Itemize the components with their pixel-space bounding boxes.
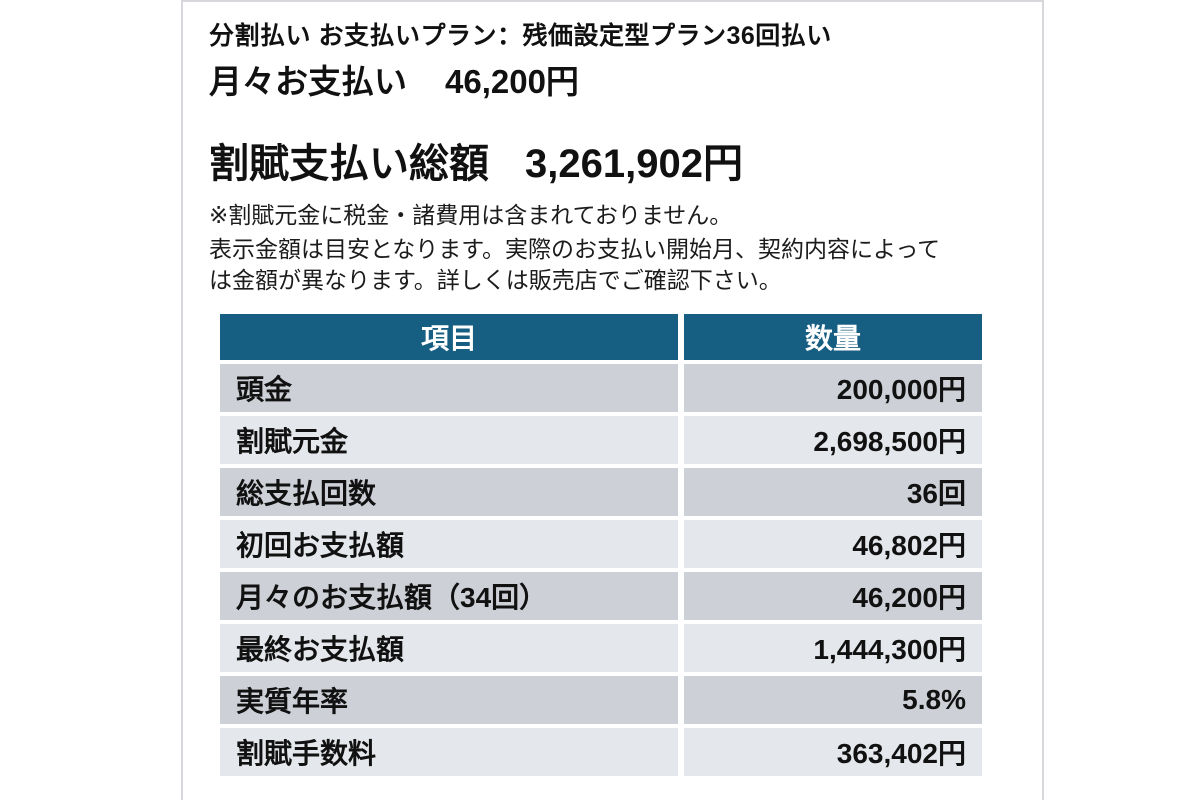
- disclaimer-line-1: 表示金額は目安となります。実際のお支払い開始月、契約内容によって: [209, 236, 941, 262]
- table-row-value: 5.8%: [684, 676, 982, 724]
- total-payment-label: 割賦支払い総額: [209, 142, 489, 186]
- table-row-item: 初回お支払額: [220, 520, 678, 568]
- plan-subtitle: 分割払い お支払いプラン：残価設定型プラン36回払い: [209, 22, 832, 50]
- table-row-item: 割賦元金: [220, 416, 678, 464]
- payment-table: 項目 数量 頭金 200,000円 割賦元金 2,698,500円 総支払回数 …: [220, 314, 982, 776]
- table-row-value: 46,802円: [684, 520, 982, 568]
- table-row-value: 2,698,500円: [684, 416, 982, 464]
- table-row-item: 実質年率: [220, 676, 678, 724]
- table-row-item: 最終お支払額: [220, 624, 678, 672]
- table-row-value: 1,444,300円: [684, 624, 982, 672]
- table-header-item: 項目: [220, 314, 678, 360]
- monthly-payment-value: 46,200円: [445, 63, 579, 100]
- table-row-value: 200,000円: [684, 364, 982, 412]
- table-row-value: 46,200円: [684, 572, 982, 620]
- table-row-value: 363,402円: [684, 728, 982, 776]
- table-row-item: 頭金: [220, 364, 678, 412]
- total-payment-value: 3,261,902円: [525, 142, 743, 186]
- note-asterisk: ※割賦元金に税金・諸費用は含まれておりません。: [209, 202, 733, 228]
- table-row-item: 割賦手数料: [220, 728, 678, 776]
- table-row-item: 総支払回数: [220, 468, 678, 516]
- disclaimer-line-2: は金額が異なります。詳しくは販売店でご確認下さい。: [209, 267, 782, 293]
- payment-plan-card: 分割払い お支払いプラン：残価設定型プラン36回払い 月々お支払い 46,200円…: [181, 0, 1044, 800]
- table-row-item: 月々のお支払額（34回）: [220, 572, 678, 620]
- table-row-value: 36回: [684, 468, 982, 516]
- table-header-value: 数量: [684, 314, 982, 360]
- monthly-payment-label: 月々お支払い: [209, 63, 407, 100]
- disclaimer-note: 表示金額は目安となります。実際のお支払い開始月、契約内容によって は金額が異なり…: [209, 234, 1042, 296]
- monthly-payment-line: 月々お支払い 46,200円: [209, 60, 1042, 104]
- total-payment-line: 割賦支払い総額 3,261,902円: [209, 140, 1042, 188]
